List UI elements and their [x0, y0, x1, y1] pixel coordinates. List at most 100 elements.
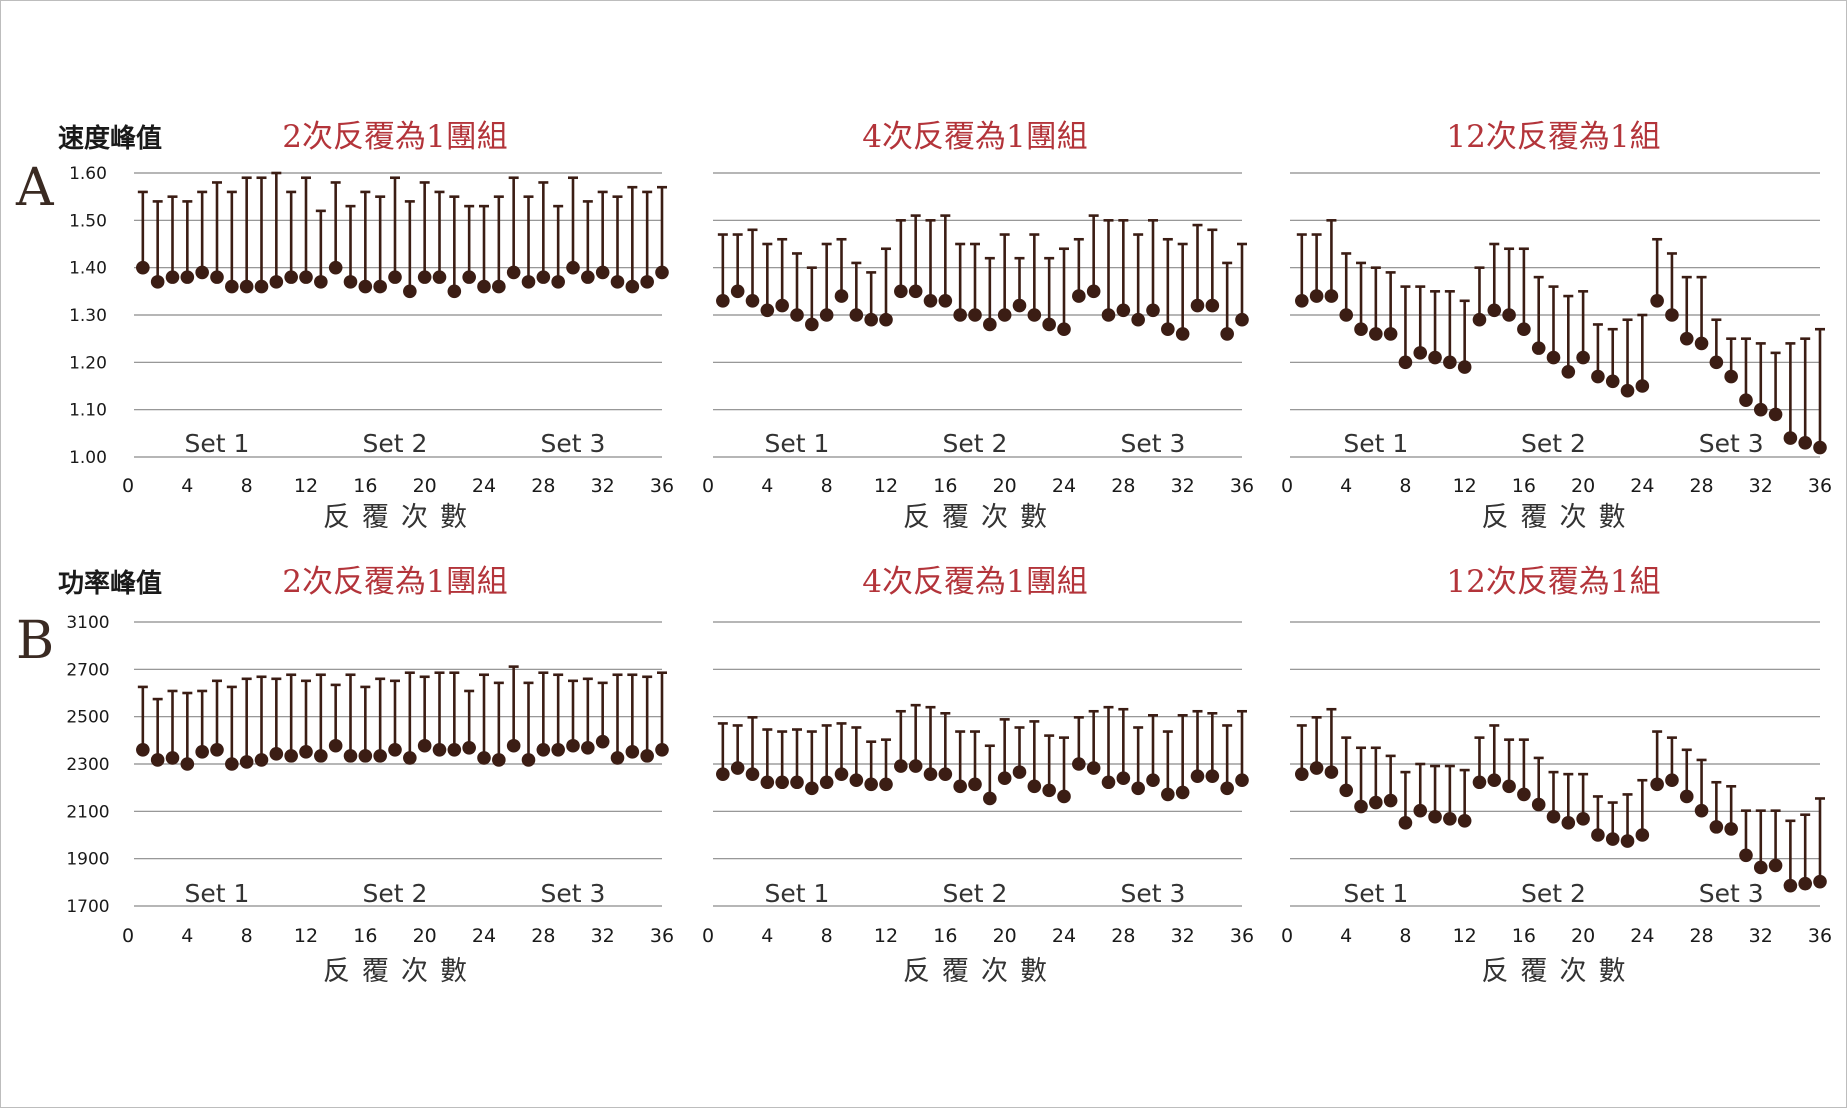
data-point — [595, 734, 610, 749]
data-point — [328, 260, 343, 275]
data-point — [506, 265, 521, 280]
x-tick-label: 20 — [1571, 475, 1595, 497]
panel-letter-A: A — [15, 158, 55, 218]
x-tick-label: 24 — [1630, 925, 1654, 947]
data-point — [343, 275, 358, 289]
data-point — [1798, 876, 1812, 891]
y-tick-label: 1.60 — [69, 164, 107, 184]
x-tick-label: 28 — [1689, 475, 1713, 497]
data-point — [1428, 809, 1442, 824]
data-point — [1131, 781, 1145, 796]
data-point — [625, 745, 640, 759]
data-point — [477, 279, 491, 294]
data-point — [1443, 811, 1457, 826]
x-tick-label: 36 — [650, 925, 674, 947]
data-point — [328, 738, 343, 753]
data-point — [1012, 298, 1027, 313]
x-tick-label: 20 — [413, 475, 437, 497]
panel-title: 12次反覆為1組 — [1446, 564, 1660, 600]
data-point — [180, 270, 195, 284]
data-point — [1635, 828, 1650, 842]
data-point — [358, 749, 373, 763]
data-point — [1161, 322, 1175, 337]
data-point — [745, 767, 760, 781]
data-point — [225, 757, 239, 771]
data-point — [1739, 393, 1753, 408]
data-point — [566, 260, 580, 275]
set-label: Set 3 — [1699, 879, 1764, 908]
x-tick-label: 24 — [472, 475, 496, 497]
data-point — [210, 743, 224, 757]
set-label: Set 3 — [1699, 429, 1764, 458]
data-point — [1768, 858, 1783, 873]
data-point — [1086, 761, 1101, 775]
data-point — [536, 270, 551, 284]
data-point — [284, 270, 298, 284]
set-label: Set 1 — [185, 429, 250, 458]
data-point — [195, 745, 209, 759]
data-point — [610, 275, 625, 289]
data-point — [1605, 374, 1620, 389]
data-point — [1398, 816, 1413, 830]
data-point — [1175, 327, 1190, 341]
x-tick-label: 20 — [1571, 925, 1595, 947]
x-tick-label: 16 — [353, 475, 377, 497]
data-point — [610, 751, 625, 765]
x-tick-label: 32 — [1749, 925, 1773, 947]
data-point — [417, 738, 432, 753]
data-point — [1635, 379, 1650, 393]
set-label: Set 1 — [1343, 429, 1408, 458]
data-point — [655, 265, 669, 280]
data-point — [581, 270, 595, 284]
x-axis-label: 反覆次數 — [323, 502, 479, 533]
data-point — [1369, 327, 1383, 341]
data-point — [849, 308, 864, 322]
data-point — [1620, 383, 1635, 398]
x-tick-label: 0 — [1281, 475, 1293, 497]
data-point — [1679, 331, 1694, 346]
data-point — [879, 777, 893, 792]
data-point — [1057, 789, 1071, 804]
x-tick-label: 32 — [1749, 475, 1773, 497]
data-point — [1694, 336, 1709, 351]
data-point — [269, 747, 284, 761]
data-point — [1324, 289, 1339, 303]
set-label: Set 1 — [185, 879, 250, 908]
data-point — [1591, 828, 1605, 842]
x-tick-label: 32 — [591, 475, 615, 497]
data-point — [938, 294, 953, 308]
data-point — [1295, 294, 1309, 308]
data-point — [997, 308, 1012, 322]
x-tick-label: 28 — [531, 925, 555, 947]
x-tick-label: 20 — [993, 925, 1017, 947]
y-tick-label: 1.20 — [69, 353, 107, 373]
data-point — [403, 751, 417, 765]
data-point — [1679, 789, 1694, 804]
data-point — [1576, 811, 1590, 826]
data-point — [462, 740, 476, 755]
x-axis-label: 反覆次數 — [323, 956, 479, 987]
x-tick-label: 8 — [1399, 925, 1411, 947]
data-point — [1101, 308, 1116, 322]
data-point — [968, 308, 982, 322]
data-point — [834, 289, 849, 303]
data-point — [1072, 289, 1086, 303]
data-point — [432, 743, 447, 757]
data-point — [1220, 781, 1234, 796]
data-point — [1161, 787, 1175, 802]
x-tick-label: 32 — [591, 925, 615, 947]
data-point — [1205, 298, 1220, 313]
x-tick-label: 36 — [1230, 475, 1254, 497]
data-point — [1650, 777, 1664, 792]
y-tick-label: 2300 — [66, 755, 109, 775]
x-tick-label: 16 — [1512, 475, 1536, 497]
data-point — [879, 312, 893, 327]
set-label: Set 1 — [765, 429, 830, 458]
y-tick-label: 1700 — [66, 897, 109, 917]
data-point — [938, 767, 953, 781]
data-point — [284, 749, 298, 763]
x-tick-label: 32 — [1171, 925, 1195, 947]
data-point — [165, 751, 180, 765]
data-point — [521, 753, 536, 767]
x-tick-label: 0 — [122, 925, 134, 947]
